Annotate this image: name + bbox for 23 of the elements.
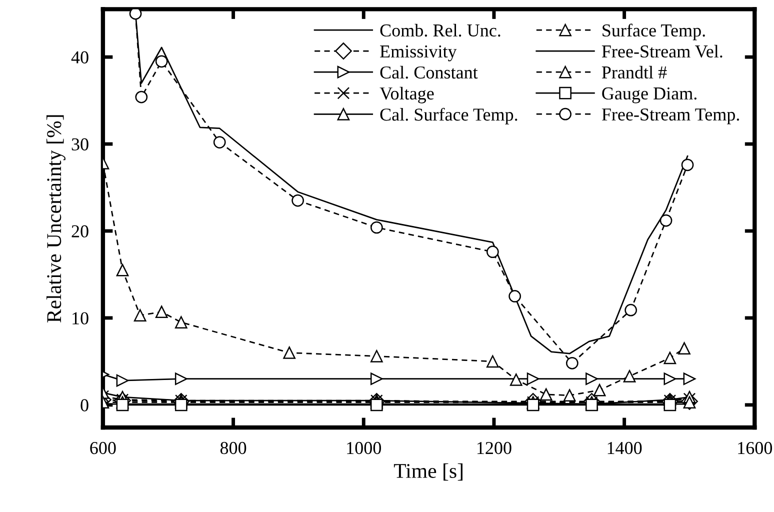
y-tick-label: 30 <box>72 138 88 150</box>
x-tick-label: 1400 <box>608 442 642 454</box>
x-tick-label: 800 <box>220 442 246 454</box>
legend-label: Emissivity <box>380 45 457 62</box>
y-axis-title: Relative Uncertainty [%] <box>46 115 66 322</box>
legend-label: Free-Stream Vel. <box>602 44 722 58</box>
legend-label: Surface Temp. <box>602 24 705 40</box>
y-tick-label: 0 <box>80 399 88 412</box>
legend-label: Free-Stream Temp. <box>602 108 740 124</box>
x-tick-label: 1600 <box>738 442 772 454</box>
x-tick-label: 1200 <box>478 442 512 454</box>
legend-label: Voltage <box>380 86 434 104</box>
legend-label: Cal. Constant <box>380 66 478 79</box>
legend-label: Cal. Surface Temp. <box>380 108 518 124</box>
y-tick-label: 40 <box>71 51 88 64</box>
y-tick-label: 20 <box>72 225 88 238</box>
legend-label: Comb. Rel. Unc. <box>380 24 500 37</box>
x-tick-label: 1000 <box>347 442 381 454</box>
x-tick-label: 600 <box>90 442 116 454</box>
legend-label: Prandtl # <box>602 66 667 79</box>
x-axis-title: Time [s] <box>394 463 462 481</box>
y-tick-label: 10 <box>72 312 88 324</box>
legend-label: Gauge Diam. <box>602 87 696 104</box>
